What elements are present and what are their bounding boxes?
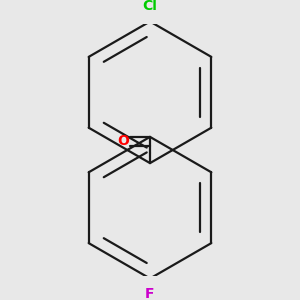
- Text: F: F: [145, 287, 155, 300]
- Text: Cl: Cl: [142, 0, 158, 13]
- Text: O: O: [117, 134, 129, 148]
